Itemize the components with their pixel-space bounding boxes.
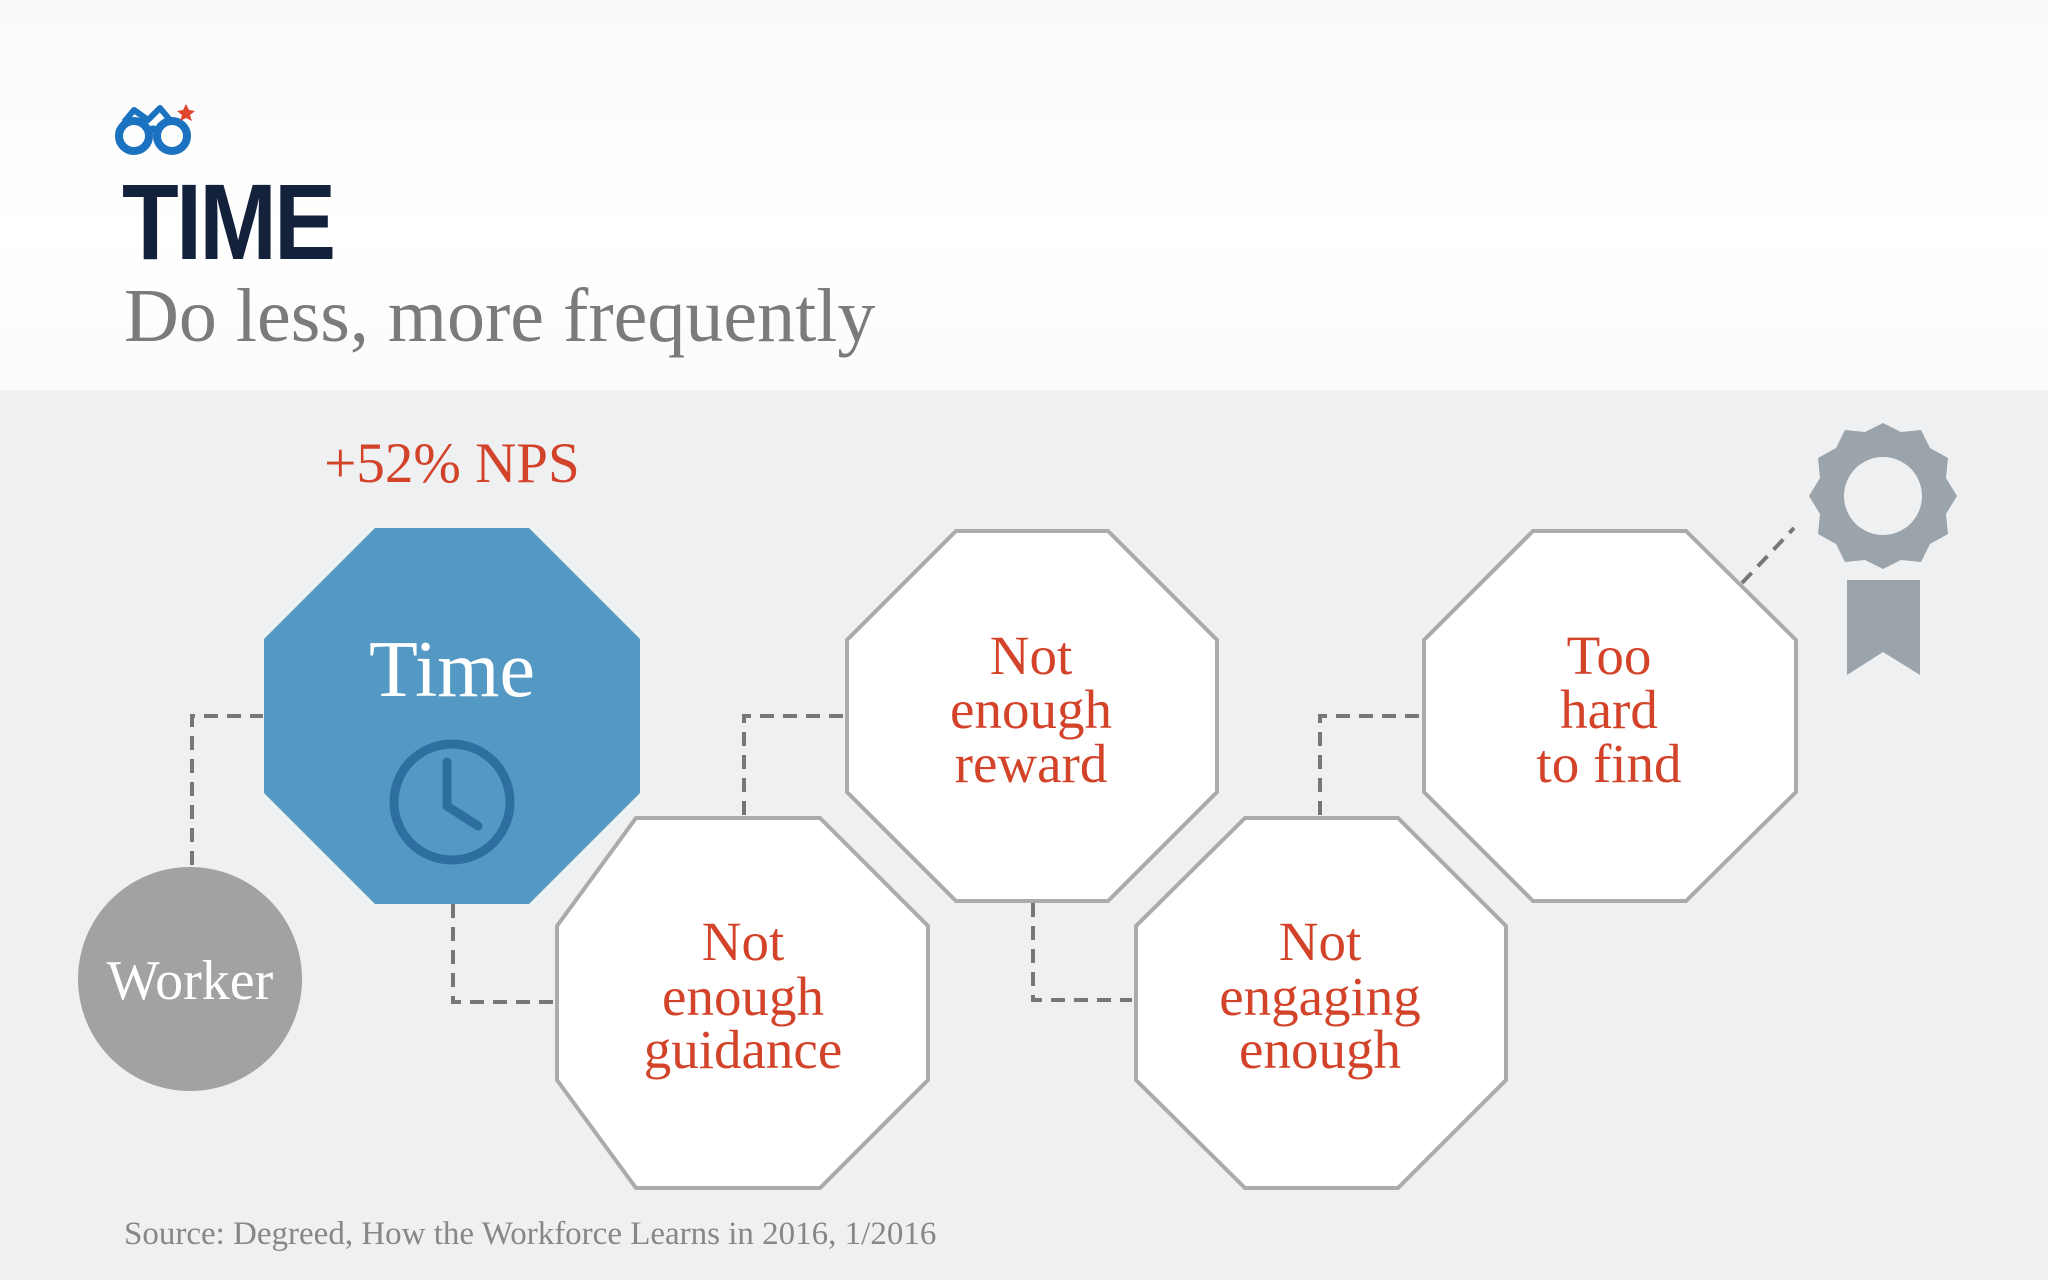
find-node <box>1422 529 1798 903</box>
time-node-label: Time <box>369 626 535 714</box>
find-node-line-1: Too <box>1567 625 1652 686</box>
connector-engaging-find <box>1318 714 1420 815</box>
glasses-logo-icon <box>115 104 195 155</box>
engaging-node <box>1134 816 1508 1190</box>
connector-guidance-reward <box>742 714 844 815</box>
page-title: TIME <box>122 161 336 282</box>
connector-reward-engaging <box>1031 903 1132 1002</box>
page-subtitle: Do less, more frequently <box>124 274 876 358</box>
guidance-node-line-3: guidance <box>644 1019 843 1080</box>
time-node <box>264 528 640 904</box>
reward-node-line-1: Not <box>990 625 1073 686</box>
engaging-node-line-3: enough <box>1239 1019 1401 1080</box>
award-ribbon-icon <box>1809 423 1957 675</box>
worker-node <box>78 867 302 1091</box>
connector-worker-time <box>190 714 263 865</box>
find-node-line-2: hard <box>1560 679 1658 740</box>
guidance-node <box>555 816 930 1190</box>
connector-find-award <box>1740 526 1796 585</box>
engaging-node-line-1: Not <box>1279 911 1362 972</box>
connector-time-guidance <box>451 904 553 1004</box>
guidance-node-line-2: enough <box>662 966 824 1027</box>
reward-node-line-2: enough <box>950 679 1112 740</box>
header-band <box>0 0 2048 390</box>
nps-stat-label: +52% NPS <box>324 432 579 495</box>
guidance-node-line-1: Not <box>702 911 785 972</box>
find-node-line-3: to find <box>1536 733 1681 794</box>
engaging-node-line-2: engaging <box>1219 966 1421 1027</box>
reward-node-line-3: reward <box>955 733 1108 794</box>
clock-icon <box>389 739 515 865</box>
reward-node <box>845 529 1219 903</box>
worker-label: Worker <box>107 950 274 1012</box>
source-citation: Source: Degreed, How the Workforce Learn… <box>124 1216 937 1252</box>
